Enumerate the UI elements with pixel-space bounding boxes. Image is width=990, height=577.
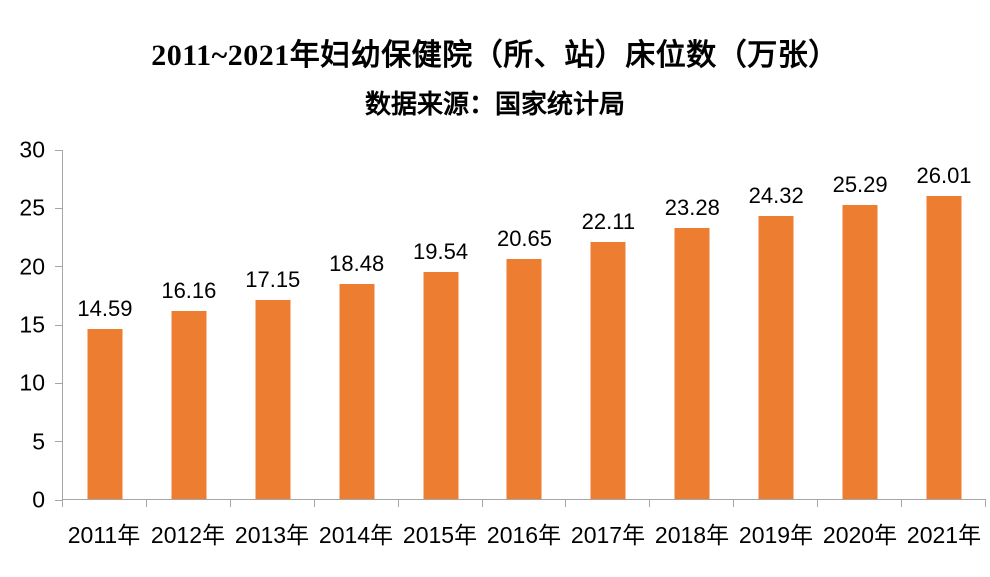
bar-value-label: 25.29	[832, 171, 888, 197]
bar-2019年	[758, 216, 794, 499]
y-axis-tick-marks	[55, 149, 62, 501]
x-axis-tick-mark	[650, 500, 735, 507]
x-axis-category-label: 2015年	[402, 522, 478, 548]
y-axis-tick-mark	[55, 382, 62, 384]
y-axis-tick-mark	[55, 207, 62, 209]
bar-slot-2019年: 24.32	[734, 150, 818, 499]
bar-2011年	[87, 329, 123, 499]
x-axis-tick-mark	[63, 500, 147, 507]
y-axis-labels: 0 5 10 15 20 25 30	[0, 138, 47, 511]
bar-slot-2015年: 19.54	[399, 150, 483, 499]
y-axis-tick-mark	[55, 441, 62, 443]
x-axis-category-label: 2013年	[234, 522, 310, 548]
bar-value-label: 17.15	[245, 266, 301, 292]
x-axis-tick-mark	[315, 500, 399, 507]
bar-value-label: 19.54	[413, 238, 469, 264]
bar-slot-2017年: 22.11	[566, 150, 650, 499]
y-axis-tick-label: 10	[19, 369, 45, 396]
bar-value-label: 24.32	[748, 183, 804, 209]
y-axis-tick-label: 15	[19, 311, 45, 338]
bar-value-label: 22.11	[581, 208, 636, 234]
bar-2013年	[255, 299, 291, 499]
plot-area: 14.59 16.16 17.15 18.48 19.54 20.65 22.11 23.28…	[62, 150, 986, 500]
bar-slot-2011年: 14.59	[63, 150, 147, 499]
x-axis-category-label: 2014年	[318, 522, 394, 548]
bar-2016年	[506, 258, 542, 499]
y-axis-tick-label: 5	[32, 428, 45, 455]
y-axis-tick-mark	[55, 499, 62, 501]
bar-2021年	[926, 196, 962, 499]
x-axis-category-label: 2020年	[822, 522, 898, 548]
x-axis-category-label: 2016年	[486, 522, 562, 548]
chart-subtitle: 数据来源：国家统计局	[364, 90, 625, 119]
bar-slot-2018年: 23.28	[650, 150, 734, 499]
x-axis-category-label: 2011年	[67, 522, 141, 548]
bar-value-label: 20.65	[496, 225, 553, 251]
bar-slot-2020年: 25.29	[818, 150, 902, 499]
bar-slot-2012年: 16.16	[147, 150, 231, 499]
bar-slot-2014年: 18.48	[315, 150, 399, 499]
bar-2014年	[339, 284, 375, 499]
x-axis-tick-mark	[399, 500, 483, 507]
x-axis-category-label: 2019年	[738, 522, 814, 548]
bar-slot-2021年: 26.01	[902, 150, 986, 499]
bar-2020年	[842, 204, 878, 499]
y-axis-tick-label: 25	[19, 194, 45, 221]
bar-value-label: 26.01	[916, 163, 972, 189]
bar-2015年	[423, 271, 459, 499]
x-axis-tick-mark	[147, 500, 231, 507]
y-axis-tick-label: 0	[32, 486, 45, 513]
x-axis-category-label: 2012年	[150, 522, 226, 548]
x-axis-tick-mark	[566, 500, 651, 507]
x-axis-tick-mark	[483, 500, 567, 507]
bar-2017年	[590, 241, 626, 499]
x-axis-labels: 2011年 2012年 2013年 2014年 2015年 2016年 2017年 2018年…	[62, 521, 986, 551]
x-axis-tick-mark	[231, 500, 315, 507]
y-axis-tick-mark	[55, 324, 62, 326]
x-axis-tick-mark	[902, 500, 986, 507]
y-axis-tick-label: 20	[19, 253, 45, 280]
bar-slot-2016年: 20.65	[483, 150, 567, 499]
y-axis-tick-label: 30	[19, 136, 45, 163]
x-axis-tick-mark	[818, 500, 903, 507]
x-axis-category-label: 2018年	[654, 522, 730, 548]
bar-slot-2013年: 17.15	[231, 150, 315, 499]
x-axis-category-label: 2021年	[906, 522, 982, 548]
x-axis-category-label: 2017年	[570, 522, 646, 548]
bar-value-label: 14.59	[77, 296, 133, 322]
x-axis-tick-marks	[62, 500, 986, 507]
bar-value-label: 16.16	[161, 278, 217, 304]
bar-value-label: 18.48	[329, 251, 385, 277]
y-axis-tick-mark	[55, 149, 62, 151]
bar-value-label: 23.28	[664, 195, 720, 221]
chart-title: 2011~2021年妇幼保健院（所、站）床位数（万张）	[151, 39, 839, 72]
bar-2018年	[674, 228, 710, 499]
y-axis-tick-mark	[55, 266, 62, 268]
bar-2012年	[171, 311, 207, 499]
x-axis-tick-mark	[734, 500, 819, 507]
